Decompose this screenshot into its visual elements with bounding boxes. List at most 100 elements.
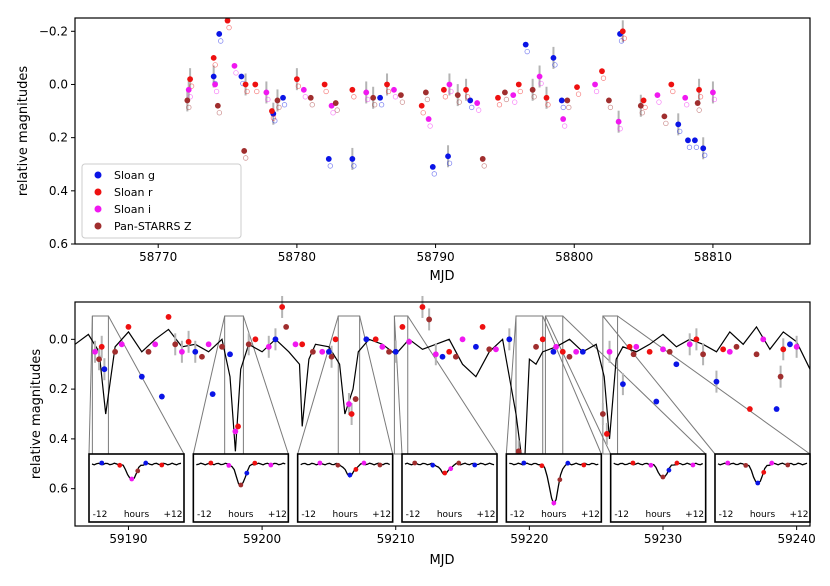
zoom-inset-tick-label: +12 <box>268 510 287 520</box>
top-point-secondary-pan-starrs-z <box>663 120 669 127</box>
zoom-inset-point <box>581 462 587 468</box>
zoom-inset-point <box>521 460 527 466</box>
zoom-inset-tick-label: hours <box>333 510 359 520</box>
top-point-sloan-i <box>363 89 370 96</box>
bottom-point-sloan-g <box>326 348 332 355</box>
bottom-x-tick-label: 59190 <box>109 532 147 546</box>
zoom-inset-point <box>135 468 141 474</box>
top-point-secondary-pan-starrs-z <box>276 104 282 111</box>
top-point-secondary-sloan-i <box>562 123 568 129</box>
top-point-sloan-i <box>446 81 453 88</box>
bottom-y-tick-label: 0.4 <box>49 432 68 446</box>
top-x-tick-label: 58770 <box>139 250 177 264</box>
bottom-point-sloan-i <box>606 348 613 355</box>
zoom-inset-point <box>769 460 775 466</box>
top-data-points <box>184 17 718 177</box>
bottom-point-sloan-i <box>346 401 352 407</box>
bottom-x-tick-label: 59230 <box>644 532 682 546</box>
zoom-connector <box>192 315 226 455</box>
top-point-sloan-i <box>682 94 689 101</box>
top-point-pan-starrs-z <box>332 100 339 106</box>
top-point-secondary-sloan-r <box>420 110 426 116</box>
bottom-point-sloan-i <box>265 343 272 350</box>
bottom-point-sloan-g <box>787 341 793 348</box>
zoom-inset-point <box>755 480 761 486</box>
zoom-inset-point <box>317 460 323 466</box>
top-x-tick-label: 58790 <box>416 250 454 264</box>
top-y-tick-label: −0.2 <box>39 24 68 38</box>
bottom-point-sloan-g <box>473 343 479 350</box>
zoom-inset-point <box>244 470 250 476</box>
top-point-secondary-sloan-i <box>512 99 518 105</box>
top-point-sloan-r <box>242 81 249 88</box>
top-point-secondary-sloan-i <box>656 99 662 105</box>
top-point-sloan-g <box>700 145 707 152</box>
zoom-connector <box>542 315 602 455</box>
bottom-point-pan-starrs-z <box>386 348 392 355</box>
top-point-sloan-i <box>615 118 622 125</box>
zoom-inset-point <box>347 472 353 478</box>
top-point-secondary-pan-starrs-z <box>372 102 378 108</box>
bottom-point-pan-starrs-z <box>219 343 225 350</box>
zoom-inset-point <box>430 462 436 468</box>
bottom-point-sloan-g <box>673 361 680 368</box>
zoom-inset-point <box>117 462 123 468</box>
bottom-point-pan-starrs-z <box>599 411 606 417</box>
bottom-point-pan-starrs-z <box>630 351 637 358</box>
top-point-secondary-sloan-g <box>686 144 693 150</box>
bottom-point-sloan-i <box>179 348 185 355</box>
zoom-inset-tick-label: +12 <box>164 510 183 520</box>
top-point-secondary-sloan-g <box>560 104 566 111</box>
bottom-point-sloan-g <box>209 391 216 397</box>
top-point-sloan-i <box>474 100 481 106</box>
top-point-secondary-sloan-g <box>677 128 683 135</box>
bottom-point-sloan-r <box>603 431 610 437</box>
top-point-sloan-i <box>300 86 307 93</box>
zoom-inset-point <box>143 460 149 466</box>
bottom-point-sloan-r <box>539 336 546 343</box>
top-point-secondary-sloan-r <box>575 91 582 97</box>
top-point-secondary-sloan-r <box>697 94 704 100</box>
top-point-secondary-sloan-i <box>476 107 482 113</box>
zoom-inset-frame <box>401 453 498 523</box>
bottom-point-sloan-i <box>379 343 386 350</box>
zoom-inset-point <box>361 460 367 466</box>
zoom-inset-point <box>539 463 545 469</box>
bottom-point-sloan-r <box>279 304 286 310</box>
top-point-sloan-r <box>384 81 390 88</box>
top-y-axis-label: relative magnitudes <box>16 66 31 196</box>
bottom-point-sloan-i <box>459 336 466 343</box>
zoom-insets: -12 hours +12 -12 hours +12 -12 hours +12 -12 hour… <box>88 453 811 523</box>
top-point-pan-starrs-z <box>564 97 571 104</box>
zoom-inset-lightcurve <box>613 462 704 478</box>
bottom-point-sloan-r <box>399 323 406 330</box>
top-point-secondary-sloan-r <box>226 25 232 31</box>
bottom-point-sloan-g <box>101 366 108 373</box>
bottom-point-sloan-r <box>348 411 355 417</box>
top-plot-frame <box>74 17 811 245</box>
top-point-sloan-r <box>187 76 194 83</box>
zoom-inset-point <box>252 460 258 466</box>
bottom-point-sloan-r <box>125 323 132 330</box>
zoom-inset-tick-label: hours <box>646 510 672 520</box>
zoom-inset-point <box>412 460 418 466</box>
top-point-secondary-sloan-r <box>270 115 277 121</box>
top-point-sloan-i <box>231 62 238 69</box>
bottom-point-sloan-i <box>686 341 693 348</box>
bottom-point-sloan-i <box>319 348 326 355</box>
top-point-secondary-sloan-g <box>446 160 453 166</box>
top-point-pan-starrs-z <box>307 94 314 101</box>
bottom-point-sloan-r <box>372 336 379 343</box>
zoom-inset-point <box>448 466 454 472</box>
bottom-point-pan-starrs-z <box>245 341 252 348</box>
top-point-secondary-sloan-r <box>545 102 551 108</box>
zoom-inset-lightcurve <box>717 462 808 485</box>
top-point-secondary-pan-starrs-z <box>607 104 614 111</box>
top-point-secondary-sloan-g <box>552 62 558 68</box>
bottom-point-sloan-i <box>205 341 212 348</box>
top-point-sloan-r <box>224 17 231 24</box>
zoom-inset-tick-label: hours <box>750 510 776 520</box>
top-point-sloan-r <box>599 68 605 75</box>
top-point-secondary-sloan-r <box>295 83 302 89</box>
bottom-point-pan-starrs-z <box>452 353 459 360</box>
